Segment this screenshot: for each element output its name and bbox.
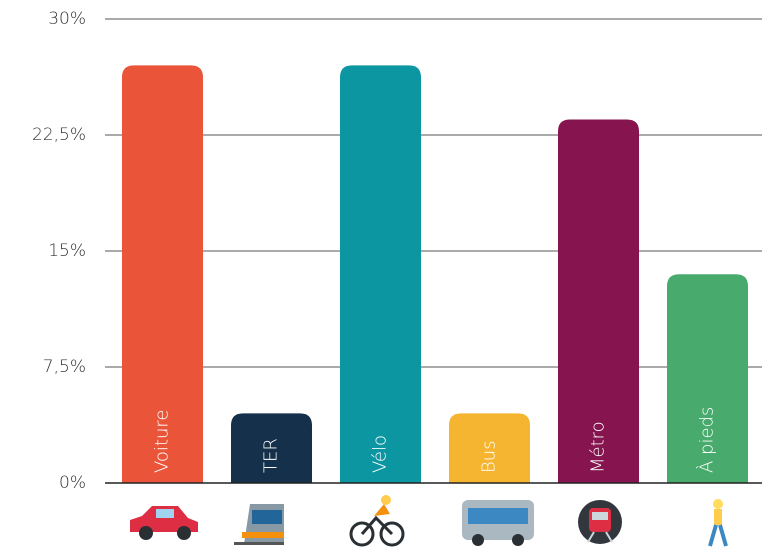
bar bbox=[558, 119, 639, 484]
y-tick-label: 22,5% bbox=[32, 125, 86, 145]
walker-icon bbox=[708, 499, 728, 547]
bar bbox=[667, 274, 748, 483]
y-tick-label: 15% bbox=[48, 241, 86, 261]
y-tick-label: 7,5% bbox=[43, 357, 86, 377]
y-tick-label: 0% bbox=[59, 473, 86, 493]
icons bbox=[130, 495, 728, 547]
bar bbox=[122, 65, 203, 484]
metro-icon bbox=[578, 500, 622, 544]
bike-icon bbox=[349, 495, 405, 547]
bar-label: À pieds bbox=[696, 407, 718, 473]
bar-label: Voiture bbox=[152, 410, 173, 473]
train-icon bbox=[234, 504, 284, 545]
bus-icon bbox=[462, 500, 534, 546]
bar-label: Vélo bbox=[370, 435, 391, 473]
bar bbox=[340, 65, 421, 484]
bar bbox=[449, 413, 530, 483]
y-tick-label: 30% bbox=[48, 9, 86, 29]
bar-label: Bus bbox=[479, 440, 500, 473]
bar-label: TER bbox=[261, 438, 282, 473]
bar-label: Métro bbox=[588, 421, 609, 473]
bar bbox=[231, 413, 312, 483]
car-icon bbox=[130, 506, 198, 540]
